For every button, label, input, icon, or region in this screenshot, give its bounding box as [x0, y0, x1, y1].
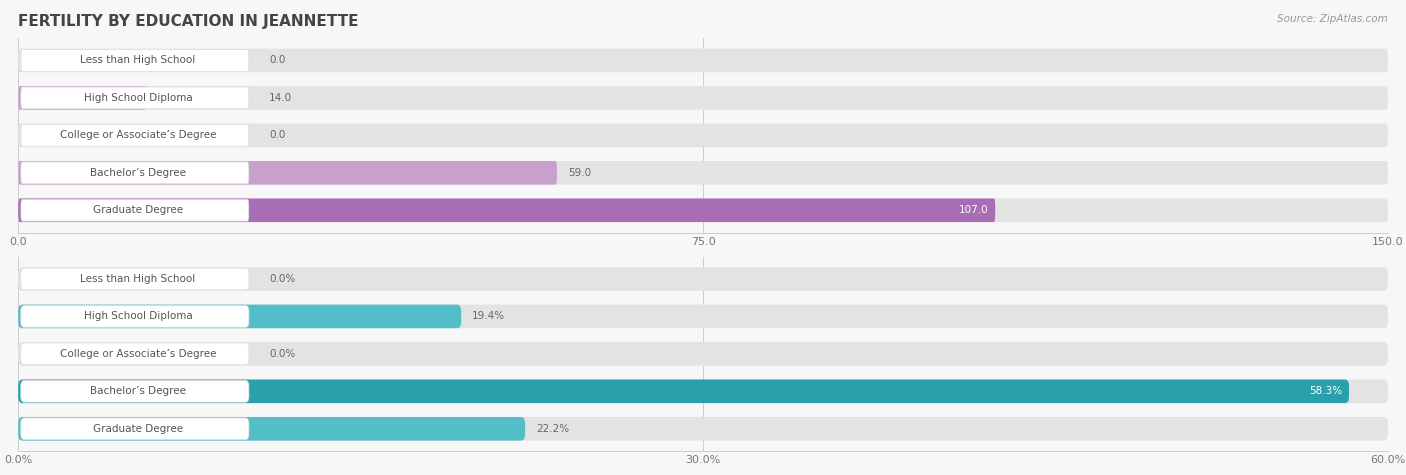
FancyBboxPatch shape	[21, 200, 249, 221]
Text: Bachelor’s Degree: Bachelor’s Degree	[90, 168, 186, 178]
Text: 0.0: 0.0	[269, 56, 285, 66]
FancyBboxPatch shape	[18, 380, 1348, 403]
Text: 22.2%: 22.2%	[536, 424, 569, 434]
FancyBboxPatch shape	[21, 380, 249, 402]
Text: 0.0%: 0.0%	[269, 349, 295, 359]
FancyBboxPatch shape	[18, 342, 1388, 366]
Text: 14.0: 14.0	[269, 93, 292, 103]
Text: Graduate Degree: Graduate Degree	[93, 205, 183, 215]
FancyBboxPatch shape	[18, 267, 1388, 291]
Text: FERTILITY BY EDUCATION IN JEANNETTE: FERTILITY BY EDUCATION IN JEANNETTE	[18, 14, 359, 29]
Text: College or Associate’s Degree: College or Associate’s Degree	[60, 130, 217, 141]
Text: Graduate Degree: Graduate Degree	[93, 424, 183, 434]
FancyBboxPatch shape	[21, 49, 249, 71]
FancyBboxPatch shape	[18, 86, 146, 110]
Text: 107.0: 107.0	[959, 205, 988, 215]
Text: Source: ZipAtlas.com: Source: ZipAtlas.com	[1277, 14, 1388, 24]
Text: Bachelor’s Degree: Bachelor’s Degree	[90, 386, 186, 396]
Text: Less than High School: Less than High School	[80, 274, 195, 284]
Text: 0.0%: 0.0%	[269, 274, 295, 284]
FancyBboxPatch shape	[18, 124, 1388, 147]
FancyBboxPatch shape	[21, 87, 249, 109]
FancyBboxPatch shape	[21, 418, 249, 440]
Text: 0.0: 0.0	[269, 130, 285, 141]
FancyBboxPatch shape	[18, 199, 1388, 222]
FancyBboxPatch shape	[18, 417, 524, 441]
FancyBboxPatch shape	[21, 162, 249, 184]
Text: College or Associate’s Degree: College or Associate’s Degree	[60, 349, 217, 359]
FancyBboxPatch shape	[18, 161, 1388, 185]
FancyBboxPatch shape	[18, 48, 1388, 72]
FancyBboxPatch shape	[18, 304, 1388, 328]
FancyBboxPatch shape	[21, 124, 249, 146]
FancyBboxPatch shape	[21, 343, 249, 365]
FancyBboxPatch shape	[18, 161, 557, 185]
Text: 58.3%: 58.3%	[1309, 386, 1343, 396]
Text: High School Diploma: High School Diploma	[84, 93, 193, 103]
FancyBboxPatch shape	[18, 380, 1388, 403]
FancyBboxPatch shape	[21, 268, 249, 290]
FancyBboxPatch shape	[21, 305, 249, 327]
Text: High School Diploma: High School Diploma	[84, 312, 193, 322]
FancyBboxPatch shape	[18, 417, 1388, 441]
FancyBboxPatch shape	[18, 304, 461, 328]
FancyBboxPatch shape	[18, 199, 995, 222]
Text: 59.0: 59.0	[568, 168, 591, 178]
FancyBboxPatch shape	[18, 86, 1388, 110]
Text: Less than High School: Less than High School	[80, 56, 195, 66]
Text: 19.4%: 19.4%	[472, 312, 505, 322]
